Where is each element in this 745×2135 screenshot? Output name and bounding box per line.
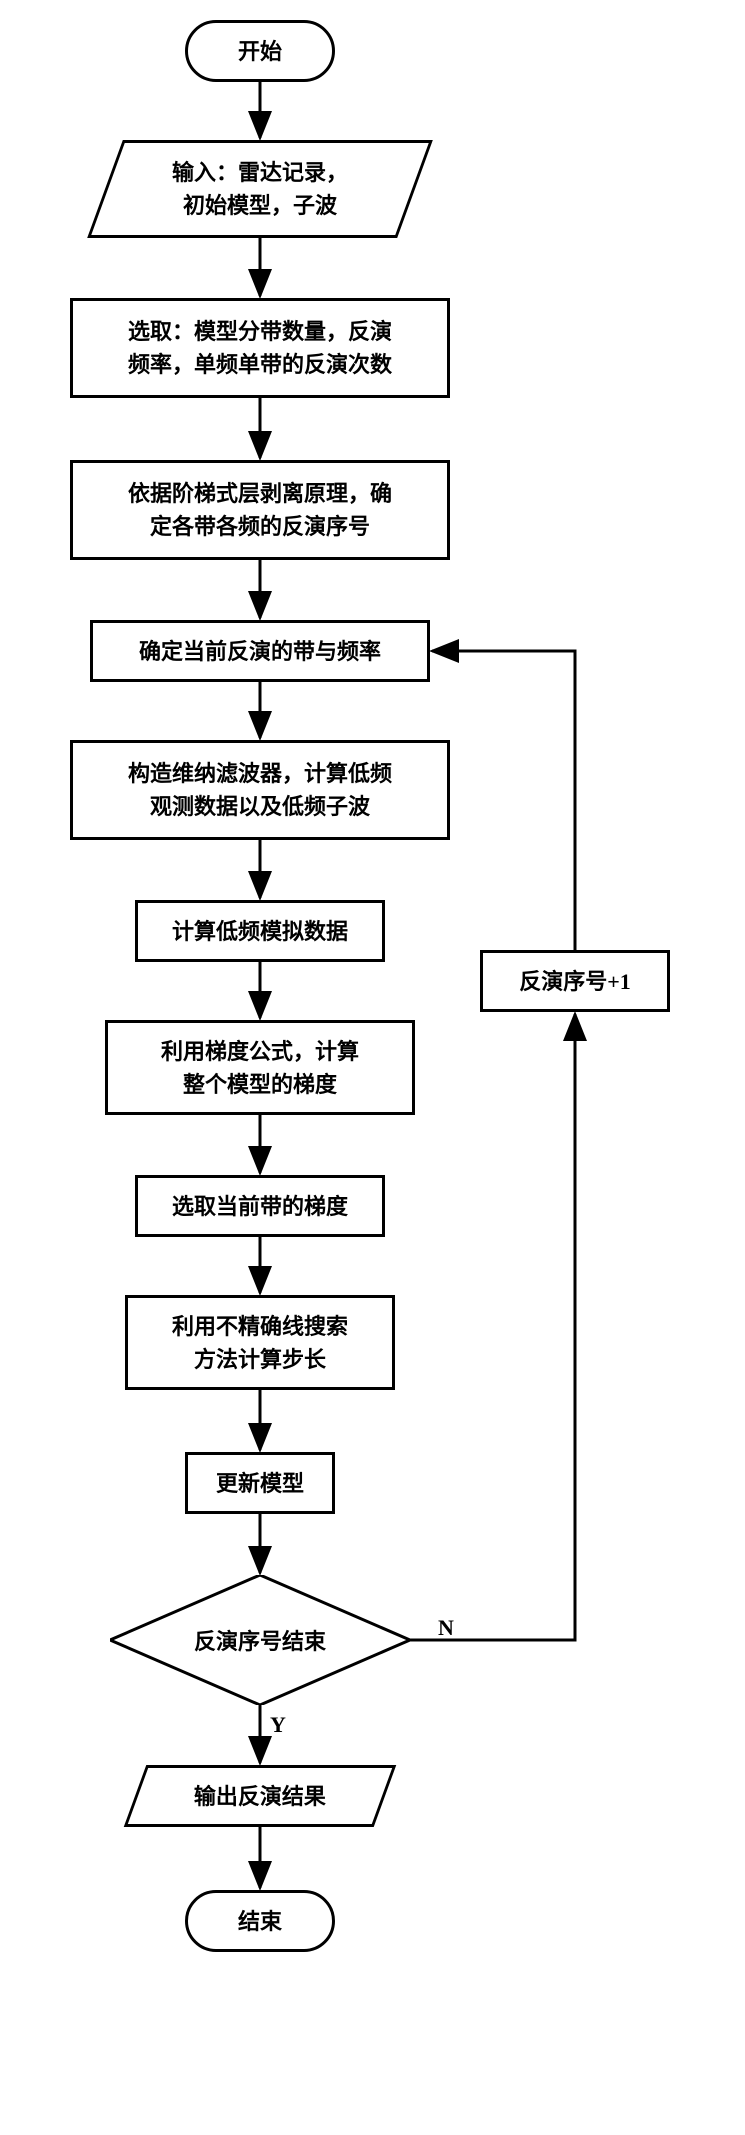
no-label: N — [438, 1615, 454, 1641]
end-node: 结束 — [185, 1890, 335, 1952]
wiener-label: 构造维纳滤波器，计算低频 观测数据以及低频子波 — [128, 757, 392, 823]
linesearch-label: 利用不精确线搜索 方法计算步长 — [172, 1310, 348, 1376]
start-node: 开始 — [185, 20, 335, 82]
order-label: 依据阶梯式层剥离原理，确 定各带各频的反演序号 — [128, 477, 392, 543]
grad-node: 利用梯度公式，计算 整个模型的梯度 — [105, 1020, 415, 1115]
decision-label: 反演序号结束 — [194, 1624, 326, 1656]
simdata-node: 计算低频模拟数据 — [135, 900, 385, 962]
yes-label: Y — [270, 1712, 286, 1738]
current-node: 确定当前反演的带与频率 — [90, 620, 430, 682]
linesearch-node: 利用不精确线搜索 方法计算步长 — [125, 1295, 395, 1390]
grad-label: 利用梯度公式，计算 整个模型的梯度 — [161, 1035, 359, 1101]
output-label: 输出反演结果 — [194, 1780, 326, 1813]
start-label: 开始 — [238, 35, 282, 68]
simdata-label: 计算低频模拟数据 — [172, 915, 348, 948]
select-label: 选取：模型分带数量，反演 频率，单频单带的反演次数 — [128, 315, 392, 381]
update-node: 更新模型 — [185, 1452, 335, 1514]
input-label: 输入：雷达记录， 初始模型，子波 — [172, 156, 348, 222]
output-node: 输出反演结果 — [124, 1765, 397, 1827]
current-label: 确定当前反演的带与频率 — [139, 635, 381, 668]
end-label: 结束 — [238, 1905, 282, 1938]
flowchart-canvas: 开始 输入：雷达记录， 初始模型，子波 选取：模型分带数量，反演 频率，单频单带… — [20, 20, 725, 2115]
select-node: 选取：模型分带数量，反演 频率，单频单带的反演次数 — [70, 298, 450, 398]
decision-node: 反演序号结束 — [110, 1575, 410, 1705]
order-node: 依据阶梯式层剥离原理，确 定各带各频的反演序号 — [70, 460, 450, 560]
input-node: 输入：雷达记录， 初始模型，子波 — [87, 140, 433, 238]
selgrad-label: 选取当前带的梯度 — [172, 1190, 348, 1223]
update-label: 更新模型 — [216, 1467, 304, 1500]
selgrad-node: 选取当前带的梯度 — [135, 1175, 385, 1237]
wiener-node: 构造维纳滤波器，计算低频 观测数据以及低频子波 — [70, 740, 450, 840]
inc-node: 反演序号+1 — [480, 950, 670, 1012]
inc-label: 反演序号+1 — [519, 965, 631, 998]
